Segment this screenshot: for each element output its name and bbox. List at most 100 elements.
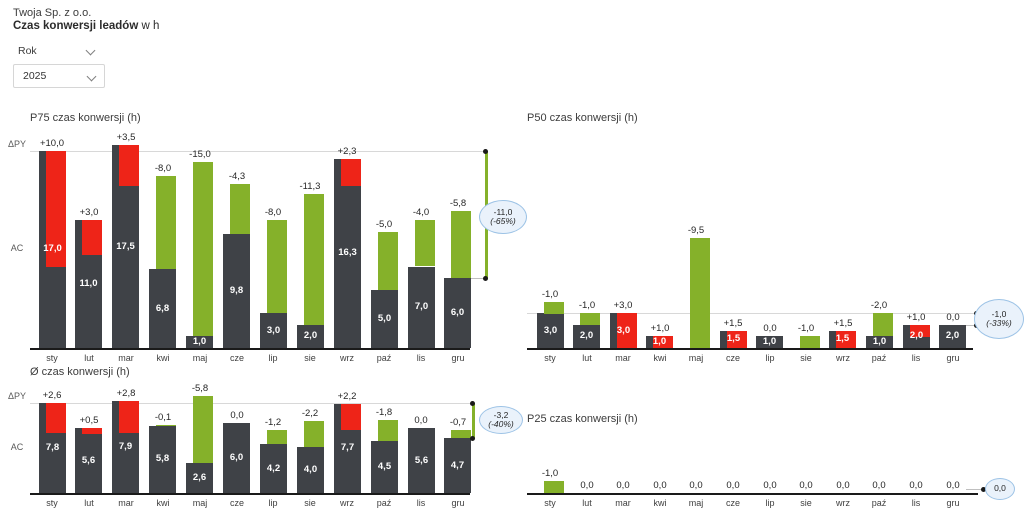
bar-variance-p50-lis[interactable] [910, 325, 930, 337]
bar-ac-avg-kwi[interactable] [149, 426, 176, 493]
bar-ac-p75-gru[interactable] [444, 278, 471, 348]
bar-ac-avg-sie[interactable] [297, 447, 324, 493]
bar-ac-avg-lis[interactable] [408, 428, 435, 493]
bar-ac-avg-lut[interactable] [75, 428, 102, 493]
summary-value: 0,0 [994, 483, 1006, 494]
bar-variance-p75-maj[interactable] [193, 162, 213, 336]
label-ac-p50-paź: 1,0 [872, 336, 887, 347]
axis-month-p75-paź: paź [376, 353, 392, 363]
axis-month-avg-lut: lut [84, 498, 94, 508]
axis-label-delta-p75: ΔPY [7, 139, 27, 149]
year-select[interactable]: 2025 [13, 64, 105, 88]
bar-variance-avg-lip[interactable] [267, 430, 287, 444]
bar-ac-p75-lis[interactable] [408, 267, 435, 348]
axis-month-p50-maj: maj [688, 353, 704, 363]
bar-variance-avg-wrz[interactable] [341, 404, 361, 430]
bar-ac-p50-sty[interactable] [537, 313, 564, 348]
bar-variance-p25-sty[interactable] [544, 481, 564, 493]
axis-month-p25-sty: sty [544, 498, 556, 508]
bar-variance-p75-lis[interactable] [415, 220, 435, 266]
bar-variance-p75-mar[interactable] [119, 145, 139, 186]
axis-month-p75-sie: sie [304, 353, 316, 363]
bar-variance-p75-lip[interactable] [267, 220, 287, 313]
bar-ac-avg-maj[interactable] [186, 463, 213, 493]
bar-variance-avg-sie[interactable] [304, 421, 324, 447]
label-delta-p50-gru: 0,0 [946, 312, 960, 323]
label-ac-p50-lis: 2,0 [909, 330, 924, 341]
x-axis-p75 [30, 348, 470, 350]
label-delta-p25-gru: 0,0 [946, 480, 960, 491]
axis-month-p50-cze: cze [725, 353, 740, 363]
bar-variance-avg-gru[interactable] [451, 430, 471, 438]
summary-badge-p25: 0,0 [985, 478, 1015, 500]
bar-ac-p75-maj[interactable] [186, 336, 213, 348]
bar-variance-p75-cze[interactable] [230, 184, 250, 234]
bar-variance-p50-mar[interactable] [617, 313, 637, 348]
axis-month-p25-wrz: wrz [836, 498, 850, 508]
bar-variance-p75-sty[interactable] [46, 151, 66, 267]
bar-ac-avg-gru[interactable] [444, 438, 471, 493]
bar-variance-avg-kwi[interactable] [156, 425, 176, 426]
bar-ac-avg-paź[interactable] [371, 441, 398, 493]
bar-ac-p75-paź[interactable] [371, 290, 398, 348]
bar-variance-p50-paź[interactable] [873, 313, 893, 336]
bracket-dot-bottom [470, 436, 475, 441]
bar-ac-p75-wrz[interactable] [334, 159, 361, 348]
bar-variance-p50-kwi[interactable] [653, 336, 673, 348]
label-delta-p25-lip: 0,0 [763, 480, 777, 491]
axis-month-p75-wrz: wrz [340, 353, 354, 363]
label-delta-avg-wrz: +2,2 [337, 391, 357, 402]
bar-ac-p75-lip[interactable] [260, 313, 287, 348]
label-delta-p75-sty: +10,0 [39, 138, 65, 149]
label-ac-p50-gru: 2,0 [945, 330, 960, 341]
label-delta-p50-mar: +3,0 [613, 300, 633, 311]
axis-month-p25-kwi: kwi [653, 498, 667, 508]
chart-title-p75: P75 czas konwersji (h) [30, 112, 141, 124]
bar-variance-avg-paź[interactable] [378, 420, 398, 441]
filter-label: Rok [18, 45, 37, 57]
report-title-main: Czas konwersji leadów [13, 20, 139, 32]
bar-variance-p50-sie[interactable] [800, 336, 820, 348]
label-delta-p50-kwi: +1,0 [650, 323, 670, 334]
bar-variance-p75-sie[interactable] [304, 194, 324, 325]
bar-variance-p75-kwi[interactable] [156, 176, 176, 269]
summary-connector-p50 [966, 325, 977, 326]
axis-month-avg-wrz: wrz [340, 498, 354, 508]
bar-ac-p50-lut[interactable] [573, 325, 600, 348]
axis-month-p25-paź: paź [871, 498, 887, 508]
bar-variance-p75-paź[interactable] [378, 232, 398, 290]
bar-ac-avg-lip[interactable] [260, 444, 287, 493]
bar-ac-p50-gru[interactable] [939, 325, 966, 348]
bar-variance-avg-mar[interactable] [119, 401, 139, 433]
chevron-down-icon[interactable] [85, 45, 96, 56]
bar-variance-p50-maj[interactable] [690, 238, 710, 348]
summary-bracket-avg [472, 403, 475, 439]
bar-ac-p75-kwi[interactable] [149, 269, 176, 348]
axis-month-avg-kwi: kwi [156, 498, 170, 508]
bar-variance-p50-lut[interactable] [580, 313, 600, 325]
bar-variance-p50-wrz[interactable] [836, 331, 856, 348]
axis-month-p25-lis: lis [911, 498, 921, 508]
bar-variance-avg-maj[interactable] [193, 396, 213, 463]
x-axis-p25 [527, 493, 978, 495]
bar-variance-avg-lut[interactable] [82, 428, 102, 434]
bar-ac-p50-lip[interactable] [756, 336, 783, 348]
bar-ac-p50-paź[interactable] [866, 336, 893, 348]
bar-ac-avg-cze[interactable] [223, 423, 250, 493]
label-delta-avg-paź: -1,8 [375, 407, 393, 418]
label-delta-avg-sie: -2,2 [301, 408, 319, 419]
bar-variance-p75-lut[interactable] [82, 220, 102, 255]
bar-variance-p75-wrz[interactable] [341, 159, 361, 186]
bar-variance-p75-gru[interactable] [451, 211, 471, 278]
label-delta-p50-paź: -2,0 [870, 300, 888, 311]
bar-ac-p75-sie[interactable] [297, 325, 324, 348]
bar-variance-p50-cze[interactable] [727, 331, 747, 348]
label-delta-p25-lut: 0,0 [580, 480, 594, 491]
bar-ac-p75-cze[interactable] [223, 234, 250, 348]
axis-month-p75-lis: lis [416, 353, 426, 363]
report-title: Czas konwersji leadów w h [13, 20, 159, 32]
bar-variance-p50-sty[interactable] [544, 302, 564, 314]
bar-variance-avg-sty[interactable] [46, 403, 66, 433]
label-delta-p50-lis: +1,0 [906, 312, 926, 323]
axis-month-avg-gru: gru [451, 498, 465, 508]
